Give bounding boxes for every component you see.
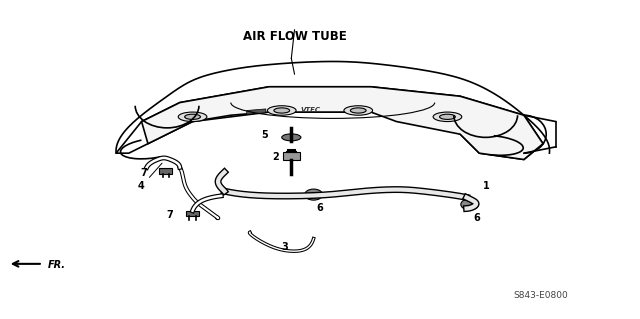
Text: 1: 1 <box>483 182 489 191</box>
Text: 4: 4 <box>138 163 162 191</box>
Ellipse shape <box>440 114 455 119</box>
Text: 6: 6 <box>473 213 480 223</box>
Ellipse shape <box>305 189 323 200</box>
Ellipse shape <box>282 134 301 141</box>
Ellipse shape <box>350 108 366 113</box>
Polygon shape <box>141 87 543 160</box>
Text: 2: 2 <box>272 152 278 162</box>
Text: 6: 6 <box>316 203 323 213</box>
Ellipse shape <box>185 114 200 119</box>
Ellipse shape <box>433 112 462 122</box>
Text: VTEC: VTEC <box>300 108 321 114</box>
Text: 3: 3 <box>282 242 289 252</box>
Ellipse shape <box>344 106 372 115</box>
Text: S843-E0800: S843-E0800 <box>514 291 568 300</box>
Ellipse shape <box>461 199 479 210</box>
Polygon shape <box>246 109 266 114</box>
Ellipse shape <box>274 108 290 113</box>
Polygon shape <box>159 168 172 174</box>
Polygon shape <box>186 211 199 216</box>
Text: 7: 7 <box>140 168 147 178</box>
Text: 7: 7 <box>166 211 173 220</box>
Ellipse shape <box>268 106 296 115</box>
Text: AIR FLOW TUBE: AIR FLOW TUBE <box>243 30 346 43</box>
Text: FR.: FR. <box>48 260 66 271</box>
Polygon shape <box>283 152 300 160</box>
Ellipse shape <box>178 112 207 122</box>
Text: 5: 5 <box>261 130 268 140</box>
